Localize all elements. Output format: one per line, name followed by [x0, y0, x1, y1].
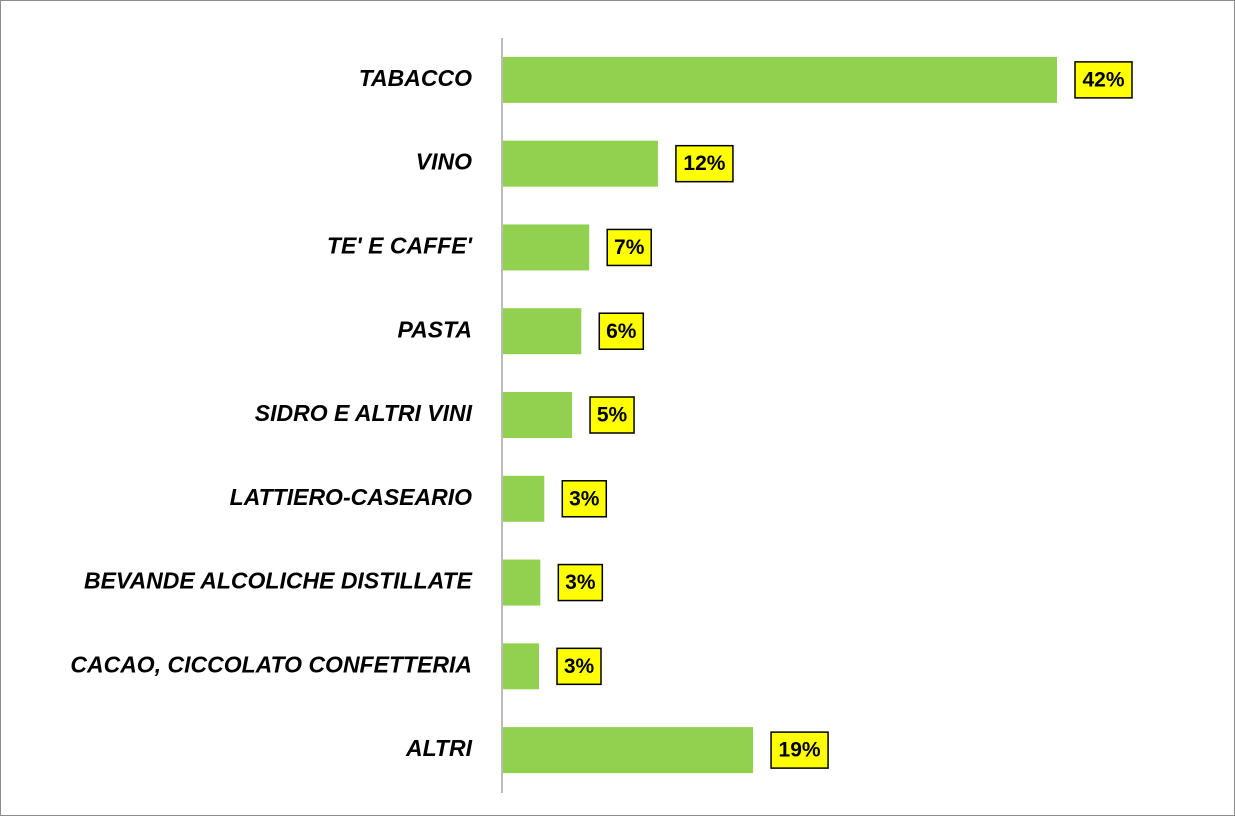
bar	[503, 224, 590, 271]
bar	[503, 392, 573, 438]
bar	[503, 140, 658, 187]
value-label: 19%	[779, 739, 821, 762]
value-label-box	[561, 480, 608, 518]
value-label-box	[598, 312, 645, 350]
category-label: VINO	[416, 149, 472, 175]
value-label: 7%	[614, 236, 645, 259]
value-label-box	[770, 731, 829, 769]
value-label: 6%	[606, 320, 637, 343]
bar	[503, 559, 541, 606]
bar	[503, 727, 754, 774]
category-label: PASTA	[397, 316, 472, 342]
value-label: 3%	[565, 571, 596, 594]
bar	[503, 56, 1057, 103]
value-label-box	[606, 228, 652, 267]
value-label: 3%	[569, 487, 600, 510]
value-label-box	[589, 396, 635, 434]
category-label: TABACCO	[359, 65, 472, 91]
value-label: 42%	[1082, 68, 1124, 91]
value-label: 12%	[683, 152, 725, 175]
category-label: TE' E CAFFE'	[327, 233, 474, 259]
category-label: SIDRO E ALTRI VINI	[255, 400, 473, 426]
bar	[503, 475, 545, 522]
value-label-box	[1074, 61, 1133, 99]
value-label-box	[556, 647, 602, 686]
category-label: CACAO, CICCOLATO CONFETTERIA	[70, 651, 472, 677]
category-label: BEVANDE ALCOLICHE DISTILLATE	[84, 568, 473, 594]
category-label: LATTIERO-CASEARIO	[230, 484, 472, 510]
value-label: 3%	[564, 655, 595, 678]
value-label-box	[557, 563, 604, 602]
category-label: ALTRI	[405, 735, 473, 761]
value-label: 5%	[597, 404, 628, 427]
bar	[503, 643, 539, 690]
value-label-box	[675, 144, 734, 183]
bar	[503, 308, 582, 355]
